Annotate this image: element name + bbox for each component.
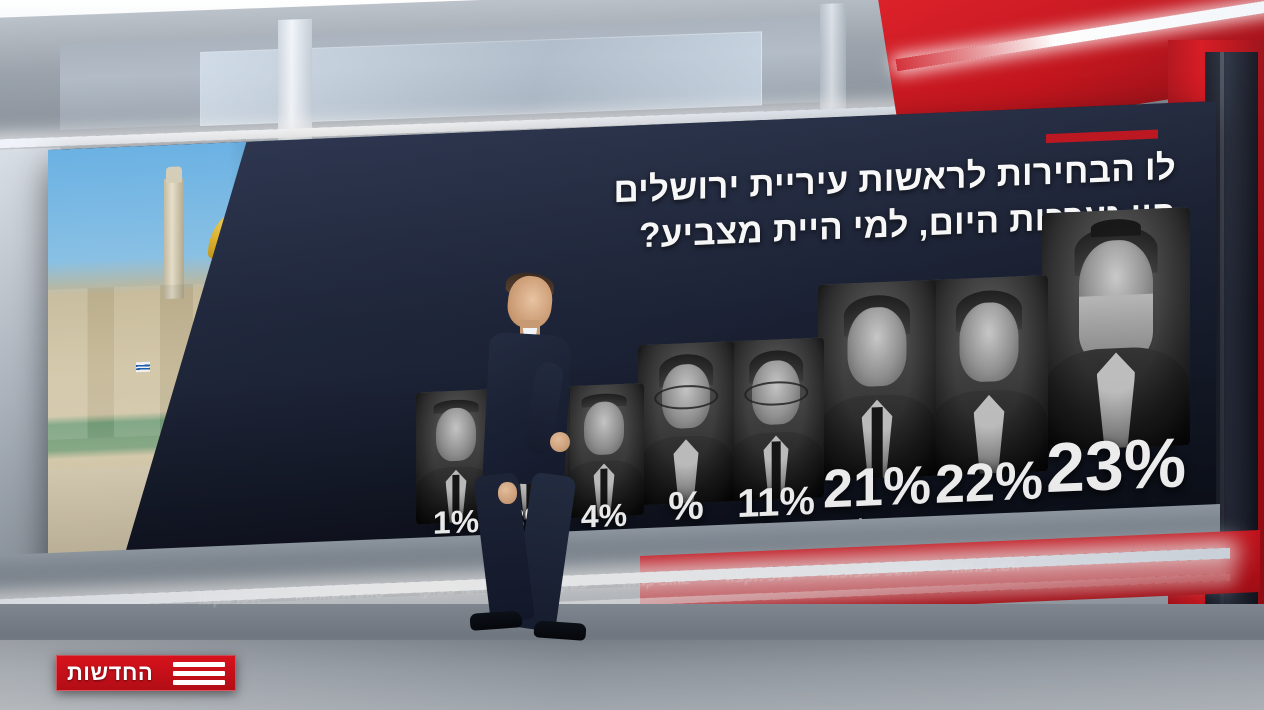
video-wall-graphic: לו הבחירות לראשות עיריית ירושלים היו נער… (48, 101, 1216, 580)
portrait-vignette (638, 341, 734, 506)
candidate-result: 21%זאב אלקין (818, 279, 936, 547)
news-presenter (468, 270, 594, 654)
young-man-portrait-icon (930, 274, 1048, 476)
portrait-vignette (1042, 206, 1190, 451)
candidate-percentage: 21% (822, 454, 932, 520)
channel-logo-bug: החדשות (56, 655, 236, 691)
presenter-shoe-back (533, 620, 587, 641)
candidate-result: 23%יוסי דייטש (1042, 206, 1190, 539)
candidate-percentage: 23% (1045, 422, 1187, 507)
presenter-shoe-front (469, 610, 523, 631)
man-suit-portrait-icon (818, 279, 936, 481)
channel-logo-bars-icon (173, 661, 225, 685)
candidate-percentage: 11% (737, 478, 815, 527)
portrait-vignette (728, 337, 824, 502)
candidate-result: %רחל עזריה (638, 341, 734, 555)
candidate-percentage: 22% (934, 449, 1044, 515)
glasses-man-portrait-icon (728, 337, 824, 502)
bearded-man-portrait-icon (1042, 206, 1190, 451)
presenter-hand-front (550, 432, 570, 452)
channel-logo-label: החדשות (67, 660, 154, 685)
portrait-vignette (930, 274, 1048, 476)
candidate-result: 22%עופר ברקוביץ (930, 274, 1048, 543)
candidate-percentage: % (668, 483, 704, 530)
candidate-result: 11%משה ליאון (728, 337, 824, 551)
presenter-suit-jacket (482, 331, 572, 487)
presenter-hand-back (498, 482, 517, 504)
portrait-vignette (818, 279, 936, 481)
glasses-woman-portrait-icon (638, 341, 734, 506)
